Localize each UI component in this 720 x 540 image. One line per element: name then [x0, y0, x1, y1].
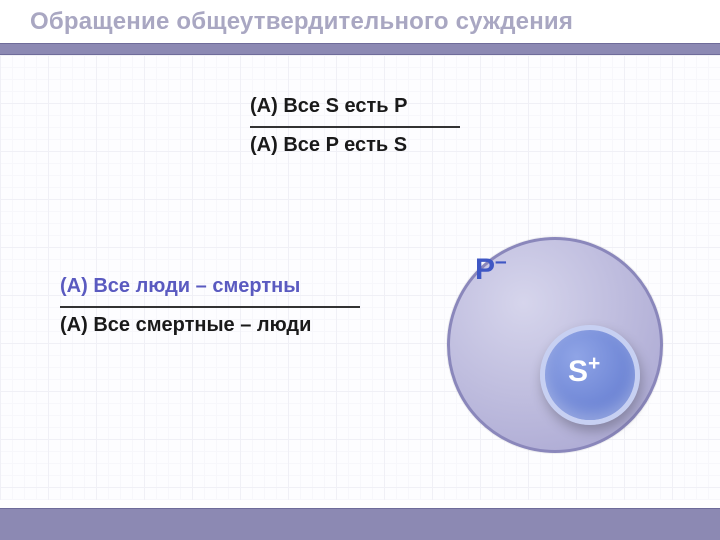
label-s-sup: + [588, 352, 600, 375]
header-accent-bar [0, 43, 720, 55]
example-conclusion-prefix: (А) [60, 314, 93, 336]
example-premise-text: Все люди – смертны [93, 275, 300, 297]
slide-footer-bar [0, 508, 720, 540]
page-title: Обращение общеутвердительного суждения [30, 8, 573, 36]
example-premise: (А) Все люди – смертны [60, 275, 390, 298]
formal-inference: (А) Все S есть P (А) Все P есть S [250, 95, 470, 157]
example-inference: (А) Все люди – смертны (А) Все смертные … [60, 275, 390, 337]
example-conclusion: (А) Все смертные – люди [60, 314, 390, 337]
formal-premise-text: Все S есть P [283, 95, 407, 117]
formal-conclusion: (А) Все P есть S [250, 134, 470, 157]
formal-premise: (А) Все S есть P [250, 95, 470, 118]
euler-diagram: P– S+ [430, 225, 680, 475]
formal-conclusion-text: Все P есть S [283, 134, 407, 156]
outer-circle-label: P– [475, 253, 507, 287]
example-inference-line [60, 306, 360, 308]
label-s-base: S [568, 355, 588, 388]
label-p-base: P [475, 253, 495, 286]
slide-content: (А) Все S есть P (А) Все P есть S (А) Вс… [0, 0, 720, 540]
label-p-sup: – [495, 250, 507, 273]
formal-conclusion-prefix: (А) [250, 134, 283, 156]
inner-circle-label: S+ [568, 355, 600, 389]
example-premise-prefix: (А) [60, 275, 93, 297]
formal-premise-prefix: (А) [250, 95, 283, 117]
example-conclusion-text: Все смертные – люди [93, 314, 311, 336]
formal-inference-line [250, 126, 460, 128]
slide-header: Обращение общеутвердительного суждения [0, 0, 720, 55]
